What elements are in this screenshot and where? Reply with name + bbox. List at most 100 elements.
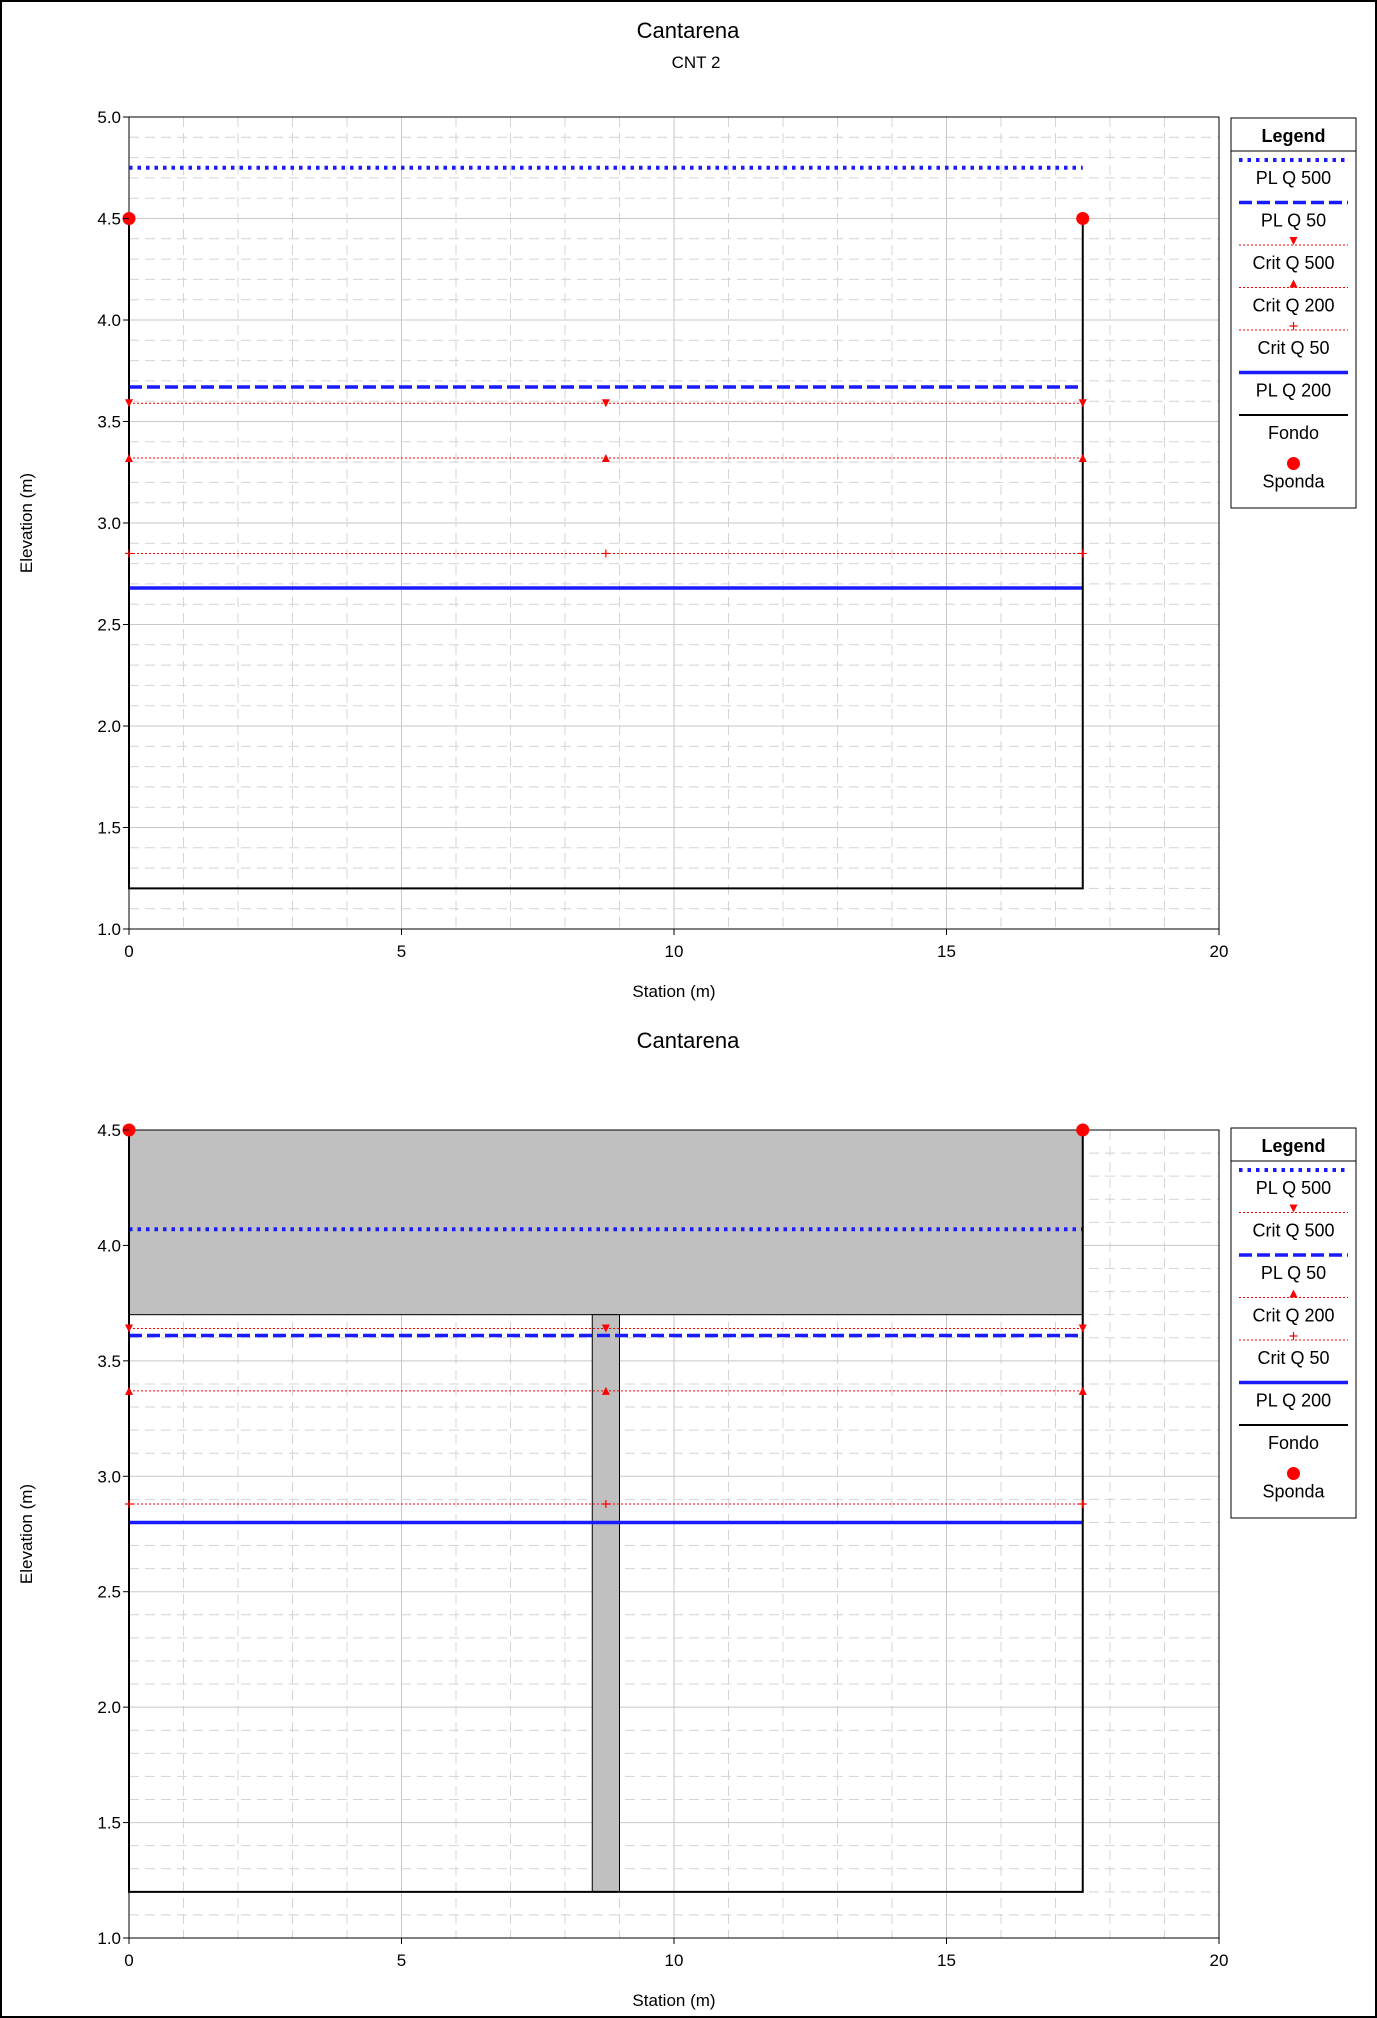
legend-label: PL Q 500 <box>1256 168 1331 188</box>
legend-label: Crit Q 200 <box>1252 296 1334 316</box>
legend-swatch-marker <box>1289 1332 1298 1340</box>
legend-swatch <box>1287 1467 1300 1480</box>
legend-swatch-marker <box>1289 1204 1298 1213</box>
x-tick-label: 0 <box>124 1951 133 1970</box>
legend-box <box>1230 1127 1357 1519</box>
series-point-crit-q-500 <box>1078 399 1087 408</box>
legend-label: PL Q 50 <box>1261 211 1326 231</box>
y-tick-label: 1.5 <box>97 1814 121 1833</box>
legend: Legend PL Q 500 Crit Q 500 PL Q 50 Crit Q 20… <box>1230 1127 1357 1519</box>
x-tick-label: 5 <box>397 942 406 961</box>
series-point-crit-q-50 <box>1078 549 1087 558</box>
legend-item-fondo: Fondo <box>1239 414 1348 443</box>
y-tick-label: 4.5 <box>97 210 121 229</box>
series-point-crit-q-500 <box>125 1324 133 1333</box>
series-point-crit-q-500 <box>601 1324 610 1333</box>
legend-box <box>1230 117 1357 509</box>
legend-item-crit-q-50: Crit Q 50 <box>1239 1332 1348 1368</box>
y-tick-label: 1.0 <box>97 920 121 939</box>
axes: 0 5 10 15 20 1.0 1.5 2.0 2.5 3.0 3.5 4.0 4.5 Station … <box>17 1121 1228 2010</box>
y-tick-label: 3.0 <box>97 1467 121 1486</box>
y-tick-label: 4.5 <box>97 1121 121 1140</box>
chart-panel-2: Cantarena 0 5 10 15 20 1.0 1.5 2.0 2.5 3.0 3.5 4.0 4.… <box>17 1028 1357 2010</box>
legend-item-crit-q-200: Crit Q 200 <box>1239 1289 1348 1326</box>
y-tick-label: 4.0 <box>97 1236 121 1255</box>
series-point-crit-q-200 <box>1078 1386 1087 1395</box>
legend-label: Sponda <box>1262 472 1325 492</box>
legend-swatch-marker <box>1289 1289 1298 1298</box>
x-tick-label: 0 <box>124 942 133 961</box>
legend-label: Crit Q 200 <box>1252 1306 1334 1326</box>
x-tick-label: 10 <box>665 942 684 961</box>
obstruction-deck <box>128 1129 1084 1316</box>
legend: Legend PL Q 500 PL Q 50 Crit Q 500 Crit Q 20… <box>1230 117 1357 509</box>
legend-swatch-marker <box>1289 279 1298 288</box>
x-tick-label: 5 <box>397 1951 406 1970</box>
y-axis-label: Elevation (m) <box>17 473 36 573</box>
legend-item-crit-q-200: Crit Q 200 <box>1239 279 1348 316</box>
legend-label: PL Q 200 <box>1256 381 1331 401</box>
series-point-crit-q-200 <box>601 454 610 463</box>
series-point-crit-q-50 <box>601 549 610 558</box>
x-tick-label: 15 <box>937 942 956 961</box>
legend-label: Crit Q 50 <box>1257 338 1329 358</box>
legend-item-crit-q-500: Crit Q 500 <box>1239 237 1348 273</box>
series-point-crit-q-500 <box>601 399 610 408</box>
legend-label: Crit Q 500 <box>1252 253 1334 273</box>
series-point-crit-q-500 <box>125 399 133 408</box>
grid <box>128 116 1220 930</box>
legend-label: PL Q 200 <box>1256 1391 1331 1411</box>
legend-item-sponda: Sponda <box>1262 1467 1326 1502</box>
y-tick-label: 2.0 <box>97 1698 121 1717</box>
series-point-crit-q-50 <box>1078 1499 1087 1508</box>
legend-label: Crit Q 500 <box>1252 1221 1334 1241</box>
axes: 0 5 10 15 20 1.0 1.5 2.0 2.5 3.0 3.5 4.0 4.5 5.0 Stati… <box>17 108 1228 1001</box>
y-tick-label: 1.5 <box>97 819 121 838</box>
series-point-crit-q-500 <box>1078 1324 1087 1333</box>
series-point-crit-q-50 <box>125 549 133 558</box>
x-tick-label: 10 <box>665 1951 684 1970</box>
chart-panel-1: Cantarena CNT 2 0 5 10 15 20 1.0 1.5 2.0 2.5 3.0 3.5… <box>17 18 1357 1001</box>
y-tick-label: 2.5 <box>97 1583 121 1602</box>
x-axis-label: Station (m) <box>632 982 715 1001</box>
legend-item-sponda: Sponda <box>1262 457 1326 492</box>
obstruction-pier <box>591 1314 620 1893</box>
x-axis-label: Station (m) <box>632 1991 715 2010</box>
legend-item-pl-q-500: PL Q 500 <box>1239 158 1348 188</box>
legend-label: PL Q 50 <box>1261 1263 1326 1283</box>
legend-item-pl-q-200: PL Q 200 <box>1239 1380 1348 1411</box>
y-tick-label: 2.0 <box>97 717 121 736</box>
y-tick-label: 3.5 <box>97 1352 121 1371</box>
y-axis-label: Elevation (m) <box>17 1484 36 1584</box>
series-point-sponda <box>1076 212 1090 225</box>
legend-swatch-marker <box>1289 322 1298 330</box>
y-tick-label: 3.0 <box>97 514 121 533</box>
x-tick-label: 20 <box>1210 1951 1229 1970</box>
legend-item-pl-q-200: PL Q 200 <box>1239 370 1348 401</box>
y-tick-label: 4.0 <box>97 311 121 330</box>
legend-label: Crit Q 50 <box>1257 1348 1329 1368</box>
x-tick-label: 15 <box>937 1951 956 1970</box>
series-point-crit-q-50 <box>125 1499 133 1508</box>
legend-label: Fondo <box>1268 1433 1319 1453</box>
y-tick-label: 3.5 <box>97 413 121 432</box>
x-tick-label: 20 <box>1210 942 1229 961</box>
chart-title: Cantarena <box>637 18 741 43</box>
legend-label: Sponda <box>1262 1482 1325 1502</box>
series-point-sponda <box>1076 1123 1090 1137</box>
legend-item-fondo: Fondo <box>1239 1424 1348 1453</box>
chart-subtitle: CNT 2 <box>672 53 721 72</box>
series-line-fondo <box>128 1130 1084 1893</box>
series-point-crit-q-200 <box>125 1386 133 1395</box>
legend-item-pl-q-50: PL Q 50 <box>1239 200 1348 231</box>
legend-item-crit-q-500: Crit Q 500 <box>1239 1204 1348 1241</box>
legend-item-pl-q-50: PL Q 50 <box>1239 1253 1348 1283</box>
series-point-crit-q-50 <box>601 1499 610 1508</box>
legend-title: Legend <box>1261 1136 1325 1156</box>
legend-label: Fondo <box>1268 423 1319 443</box>
legend-item-crit-q-50: Crit Q 50 <box>1239 322 1348 358</box>
y-tick-label: 1.0 <box>97 1929 121 1948</box>
y-tick-label: 2.5 <box>97 616 121 635</box>
